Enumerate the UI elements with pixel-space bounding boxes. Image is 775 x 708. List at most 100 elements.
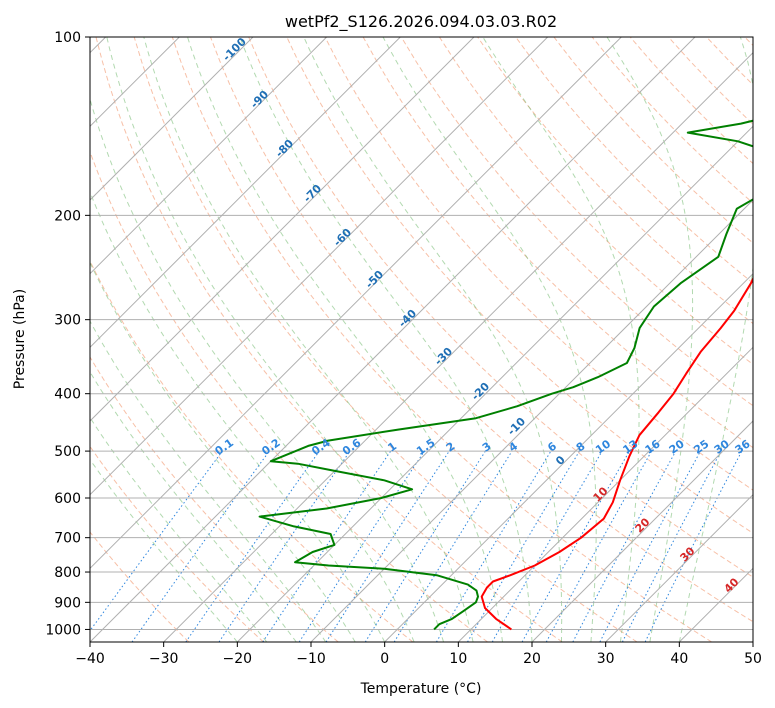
- isotherm-line: [90, 37, 696, 642]
- chart-title: wetPf2_S126.2026.094.03.03.R02: [285, 12, 557, 32]
- dry-adiabat: [90, 356, 339, 642]
- isotherm-line: [90, 37, 328, 275]
- mixing-ratio-line: [521, 450, 630, 642]
- x-tick-label: 30: [597, 651, 615, 667]
- mixing-ratio-label: 3: [480, 440, 494, 455]
- dry-adiabat: [171, 37, 712, 642]
- mixing-ratio-line: [572, 450, 677, 642]
- dry-adiabat: [515, 37, 753, 284]
- dry-adiabat-label: 20: [633, 515, 653, 535]
- isotherm-line: [457, 346, 753, 642]
- moist-adiabat-label: -70: [301, 182, 324, 205]
- moist-adiabat: [90, 261, 356, 642]
- x-tick-label: −10: [296, 651, 326, 667]
- y-tick-label: 500: [54, 444, 81, 460]
- y-tick-label: 900: [54, 595, 81, 611]
- dry-adiabat-label: 30: [678, 544, 698, 564]
- dry-adiabat: [210, 37, 753, 623]
- mixing-ratio-line: [325, 450, 450, 642]
- mixing-ratio-label: 0.1: [213, 436, 236, 458]
- y-tick-label: 300: [54, 313, 81, 329]
- mixing-ratio-label: 30: [712, 437, 732, 457]
- moist-adiabat: [482, 37, 640, 642]
- x-tick-label: −20: [223, 651, 253, 667]
- isotherm-line: [90, 37, 475, 422]
- moist-adiabat: [90, 370, 297, 642]
- mixing-ratio-line: [545, 450, 653, 642]
- dry-adiabat-label: 10: [591, 484, 611, 504]
- mixing-ratio-line: [218, 450, 351, 642]
- y-axis: 1000 900 800 700 600 500 400 300 200 100: [45, 30, 90, 638]
- temperature-profile: [480, 276, 753, 631]
- mixing-ratio-line: [185, 450, 320, 642]
- dry-adiabat: [438, 37, 753, 366]
- dewpoint-profile: [258, 119, 753, 631]
- isotherm-line: [90, 37, 401, 349]
- isotherm-line: [236, 125, 753, 642]
- isotherm-line: [531, 420, 753, 642]
- x-tick-label: 20: [523, 651, 541, 667]
- x-tick-label: 40: [670, 651, 688, 667]
- y-tick-label: 1000: [45, 622, 81, 638]
- moist-adiabat: [106, 37, 445, 642]
- x-tick-label: 50: [744, 651, 762, 667]
- moist-adiabat: [187, 37, 503, 642]
- y-axis-label: Pressure (hPa): [12, 289, 28, 389]
- moist-adiabat: [606, 37, 694, 642]
- mixing-ratio-line: [467, 450, 580, 642]
- mixing-ratio-line: [393, 450, 513, 642]
- moist-adiabat: [90, 416, 268, 642]
- moist-adiabat-label: -50: [363, 268, 386, 291]
- isotherm-line: [90, 37, 254, 201]
- mixing-ratio-label: 6: [545, 439, 559, 454]
- moist-adiabat: [90, 190, 386, 642]
- moist-adiabat: [239, 37, 533, 642]
- mixing-ratio-line: [90, 450, 223, 632]
- moist-adiabat-label: -80: [273, 137, 296, 160]
- moist-adiabat-label: -90: [248, 88, 271, 111]
- isotherm-line: [605, 493, 753, 642]
- moist-adiabat: [143, 37, 474, 642]
- mixing-ratio-label: 36: [733, 437, 753, 457]
- mixing-ratio-label: 25: [691, 437, 711, 456]
- dry-adiabat: [90, 531, 190, 642]
- background-lines: [90, 37, 753, 642]
- moist-adiabat-label: -10: [505, 415, 528, 438]
- moist-adiabat-label: -30: [432, 345, 455, 368]
- y-tick-label: 400: [54, 387, 81, 403]
- dry-adiabat: [95, 37, 563, 642]
- y-tick-label: 100: [54, 30, 81, 46]
- x-tick-label: 0: [380, 651, 389, 667]
- isotherm-line: [752, 641, 753, 642]
- y-tick-label: 800: [54, 565, 81, 581]
- mixing-ratio-line: [262, 450, 392, 642]
- moist-adiabat: [303, 37, 563, 642]
- isotherm-line: [163, 51, 753, 642]
- y-tick-label: 700: [54, 531, 81, 547]
- moist-adiabat: [90, 458, 238, 642]
- moist-adiabat-label: -40: [396, 307, 419, 330]
- dry-adiabat: [400, 37, 753, 407]
- plot-frame: [89, 36, 754, 643]
- dry-adiabat: [248, 37, 753, 578]
- dry-adiabat: [90, 259, 414, 642]
- x-tick-label: −30: [149, 651, 179, 667]
- x-axis: −40 −30 −20 −10 0 10 20 30 40 50: [75, 642, 762, 667]
- mixing-ratio-line: [131, 450, 270, 642]
- dry-adiabat: [324, 37, 753, 491]
- isotherm-line: [90, 37, 549, 496]
- dry-adiabat: [744, 37, 753, 47]
- moist-adiabat-label: -60: [331, 226, 354, 249]
- x-tick-label: −40: [75, 651, 105, 667]
- series-lines: [258, 119, 753, 631]
- isotherm-line: [310, 199, 753, 642]
- x-tick-label: 10: [449, 651, 467, 667]
- mixing-ratio-label: 0.6: [340, 436, 364, 458]
- dry-adiabat: [133, 37, 638, 642]
- mixing-ratio-line: [435, 450, 552, 642]
- y-tick-label: 200: [54, 208, 81, 224]
- mixing-ratio-label: 2: [444, 440, 458, 455]
- moist-adiabat-label: -20: [469, 380, 492, 403]
- dry-adiabat-label: 40: [722, 575, 742, 595]
